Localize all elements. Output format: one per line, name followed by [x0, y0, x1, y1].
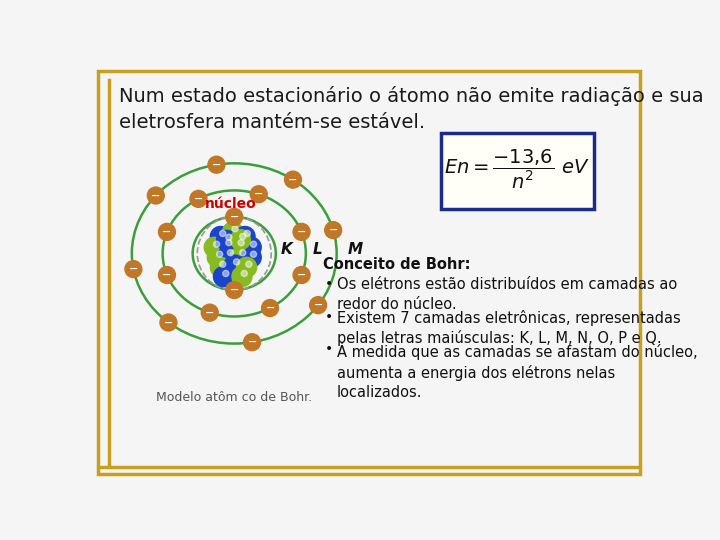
Circle shape [202, 304, 218, 321]
Circle shape [293, 267, 310, 284]
Circle shape [240, 233, 246, 240]
FancyBboxPatch shape [98, 71, 640, 475]
Circle shape [240, 249, 246, 256]
Text: −: − [297, 227, 306, 237]
Circle shape [160, 314, 177, 331]
Circle shape [232, 226, 238, 232]
Circle shape [204, 237, 224, 257]
Circle shape [226, 240, 232, 246]
Circle shape [233, 259, 240, 265]
Circle shape [284, 171, 302, 188]
Circle shape [241, 237, 261, 257]
Text: −: − [328, 225, 338, 235]
Text: Existem 7 camadas eletrônicas, representadas
pelas letras maiúsculas: K, L, M, N: Existem 7 camadas eletrônicas, represent… [337, 309, 680, 346]
Circle shape [213, 241, 220, 247]
Text: Os elétrons estão distribuídos em camadas ao
redor do núcleo.: Os elétrons estão distribuídos em camada… [337, 278, 677, 312]
Circle shape [207, 247, 228, 267]
Circle shape [325, 221, 342, 239]
Text: −: − [288, 174, 297, 185]
Text: −: − [163, 318, 173, 327]
Text: $\mathit{En} = \dfrac{-13{,}6}{n^2}\ \mathit{eV}$: $\mathit{En} = \dfrac{-13{,}6}{n^2}\ \ma… [444, 147, 590, 191]
Text: −: − [151, 191, 161, 200]
Circle shape [235, 226, 255, 247]
Text: À medida que as camadas se afastam do núcleo,
aumenta a energia dos elétrons nel: À medida que as camadas se afastam do nú… [337, 342, 697, 400]
Circle shape [218, 246, 238, 266]
Text: −: − [230, 212, 239, 222]
FancyBboxPatch shape [441, 132, 594, 209]
Circle shape [158, 224, 176, 240]
Circle shape [210, 226, 230, 247]
Text: −: − [313, 300, 323, 310]
Circle shape [310, 296, 327, 314]
Circle shape [230, 230, 251, 249]
Circle shape [148, 187, 164, 204]
Text: •: • [325, 342, 333, 356]
Text: −: − [162, 270, 171, 280]
Circle shape [190, 191, 207, 207]
Circle shape [224, 255, 244, 275]
Text: −: − [230, 285, 239, 295]
Circle shape [241, 271, 248, 276]
Circle shape [226, 281, 243, 299]
Text: •: • [325, 278, 333, 291]
Text: −: − [297, 270, 306, 280]
Text: −: − [129, 264, 138, 274]
Text: L: L [312, 242, 323, 257]
Text: −: − [194, 194, 203, 204]
Circle shape [217, 236, 237, 256]
Circle shape [293, 224, 310, 240]
Circle shape [241, 247, 261, 267]
Circle shape [226, 208, 243, 225]
Circle shape [244, 231, 251, 237]
Circle shape [158, 267, 176, 284]
Circle shape [226, 234, 232, 240]
Text: Modelo atôm co de Bohr.: Modelo atôm co de Bohr. [156, 391, 312, 404]
Circle shape [251, 186, 267, 202]
Circle shape [261, 300, 279, 316]
Circle shape [220, 261, 226, 267]
Circle shape [251, 241, 256, 247]
Circle shape [222, 271, 229, 276]
Circle shape [220, 231, 226, 237]
Circle shape [237, 257, 256, 278]
Circle shape [229, 236, 249, 256]
Text: −: − [212, 160, 221, 170]
Circle shape [232, 267, 252, 287]
Text: −: − [254, 189, 264, 199]
Circle shape [246, 261, 252, 267]
Text: M: M [348, 242, 363, 257]
Text: Num estado estacionário o átomo não emite radiação e sua
eletrosfera mantém-se e: Num estado estacionário o átomo não emit… [119, 86, 703, 132]
Circle shape [210, 257, 230, 278]
Text: −: − [205, 308, 215, 318]
Circle shape [230, 246, 251, 266]
Circle shape [213, 267, 233, 287]
Text: −: − [162, 227, 171, 237]
Text: K: K [281, 242, 292, 257]
Text: −: − [266, 303, 275, 313]
Circle shape [243, 334, 261, 350]
Circle shape [228, 249, 233, 256]
Text: −: − [248, 337, 257, 347]
Circle shape [217, 251, 222, 257]
Circle shape [238, 240, 244, 246]
Circle shape [217, 231, 237, 251]
Circle shape [251, 251, 256, 257]
Circle shape [222, 222, 243, 242]
Text: Conceito de Bohr:: Conceito de Bohr: [323, 257, 470, 272]
Circle shape [208, 156, 225, 173]
Text: •: • [325, 309, 333, 323]
Text: núcleo: núcleo [204, 197, 256, 211]
Circle shape [125, 261, 142, 278]
